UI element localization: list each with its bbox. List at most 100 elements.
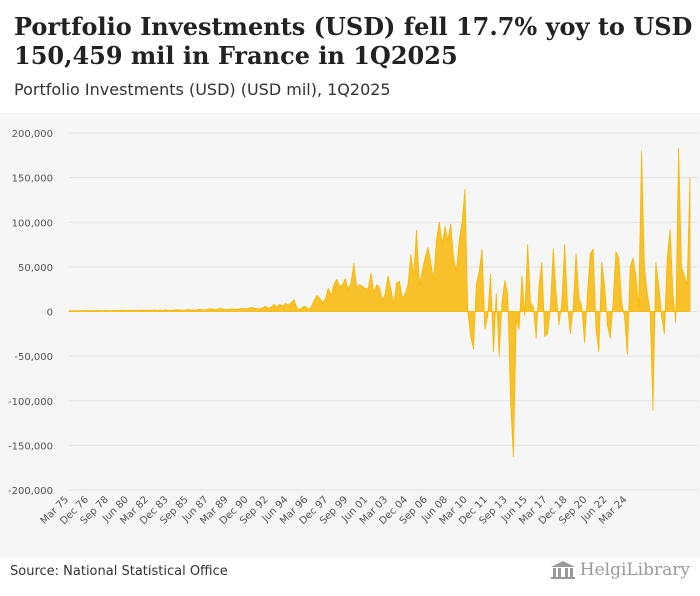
data-point — [211, 308, 212, 309]
data-point — [658, 284, 659, 285]
data-point — [362, 286, 363, 287]
data-point — [359, 284, 360, 285]
data-point — [430, 262, 431, 263]
y-tick-label: -200,000 — [8, 486, 53, 497]
data-point — [644, 266, 645, 267]
data-point — [254, 308, 255, 309]
data-point — [108, 310, 109, 311]
data-point — [214, 309, 215, 310]
data-point — [322, 302, 323, 303]
data-point — [217, 309, 218, 310]
data-point — [228, 309, 229, 310]
data-point — [259, 308, 260, 309]
data-point — [148, 310, 149, 311]
data-point — [242, 308, 243, 309]
data-point — [103, 310, 104, 311]
data-point — [402, 298, 403, 299]
data-point — [558, 324, 559, 325]
data-point — [564, 244, 565, 245]
data-point — [91, 310, 92, 311]
data-point — [145, 310, 146, 311]
data-point — [151, 310, 152, 311]
data-point — [513, 456, 514, 457]
data-point — [274, 304, 275, 305]
data-point — [573, 306, 574, 307]
plot-background — [0, 113, 700, 558]
data-point — [279, 304, 280, 305]
data-point — [262, 307, 263, 308]
data-point — [299, 309, 300, 310]
data-point — [120, 310, 121, 311]
data-point — [236, 309, 237, 310]
data-point — [100, 310, 101, 311]
data-point — [610, 338, 611, 339]
page-title: Portfolio Investments (USD) fell 17.7% y… — [14, 12, 693, 70]
data-point — [282, 306, 283, 307]
data-point — [661, 315, 662, 316]
data-point — [71, 310, 72, 311]
data-point — [524, 315, 525, 316]
data-point — [305, 306, 306, 307]
data-point — [68, 310, 69, 311]
data-point — [350, 282, 351, 283]
data-point — [393, 304, 394, 305]
data-point — [675, 322, 676, 323]
data-point — [339, 286, 340, 287]
data-point — [390, 289, 391, 290]
data-point — [607, 324, 608, 325]
data-point — [530, 302, 531, 303]
data-point — [453, 257, 454, 258]
data-point — [165, 309, 166, 310]
data-point — [182, 310, 183, 311]
data-point — [584, 342, 585, 343]
data-point — [501, 302, 502, 303]
data-point — [83, 310, 84, 311]
data-point — [647, 293, 648, 294]
data-point — [641, 150, 642, 151]
helgi-library-logo[interactable]: HelgiLibrary — [550, 560, 690, 580]
data-point — [598, 351, 599, 352]
data-point — [490, 273, 491, 274]
y-tick-label: 150,000 — [12, 174, 53, 185]
data-point — [373, 291, 374, 292]
data-point — [493, 351, 494, 352]
logo-text: HelgiLibrary — [579, 560, 690, 580]
data-point — [499, 356, 500, 357]
data-point — [650, 311, 651, 312]
y-tick-label: 100,000 — [12, 218, 53, 229]
data-point — [627, 354, 628, 355]
data-point — [114, 310, 115, 311]
data-point — [142, 309, 143, 310]
data-point — [256, 308, 257, 309]
data-point — [578, 298, 579, 299]
data-point — [424, 257, 425, 258]
data-point — [681, 266, 682, 267]
data-point — [638, 306, 639, 307]
data-point — [541, 262, 542, 263]
data-point — [330, 295, 331, 296]
data-point — [248, 308, 249, 309]
data-point — [615, 251, 616, 252]
data-point — [447, 240, 448, 241]
data-point — [168, 310, 169, 311]
data-point — [194, 309, 195, 310]
data-point — [370, 273, 371, 274]
data-point — [154, 309, 155, 310]
data-point — [265, 306, 266, 307]
data-point — [536, 338, 537, 339]
data-point — [345, 278, 346, 279]
y-tick-label: 200,000 — [12, 129, 53, 140]
data-point — [162, 310, 163, 311]
data-point — [624, 315, 625, 316]
data-point — [684, 275, 685, 276]
data-point — [533, 306, 534, 307]
data-point — [590, 253, 591, 254]
data-point — [518, 329, 519, 330]
data-point — [618, 257, 619, 258]
data-point — [593, 248, 594, 249]
data-point — [687, 284, 688, 285]
data-point — [464, 189, 465, 190]
data-point — [422, 271, 423, 272]
data-point — [556, 293, 557, 294]
data-point — [311, 306, 312, 307]
